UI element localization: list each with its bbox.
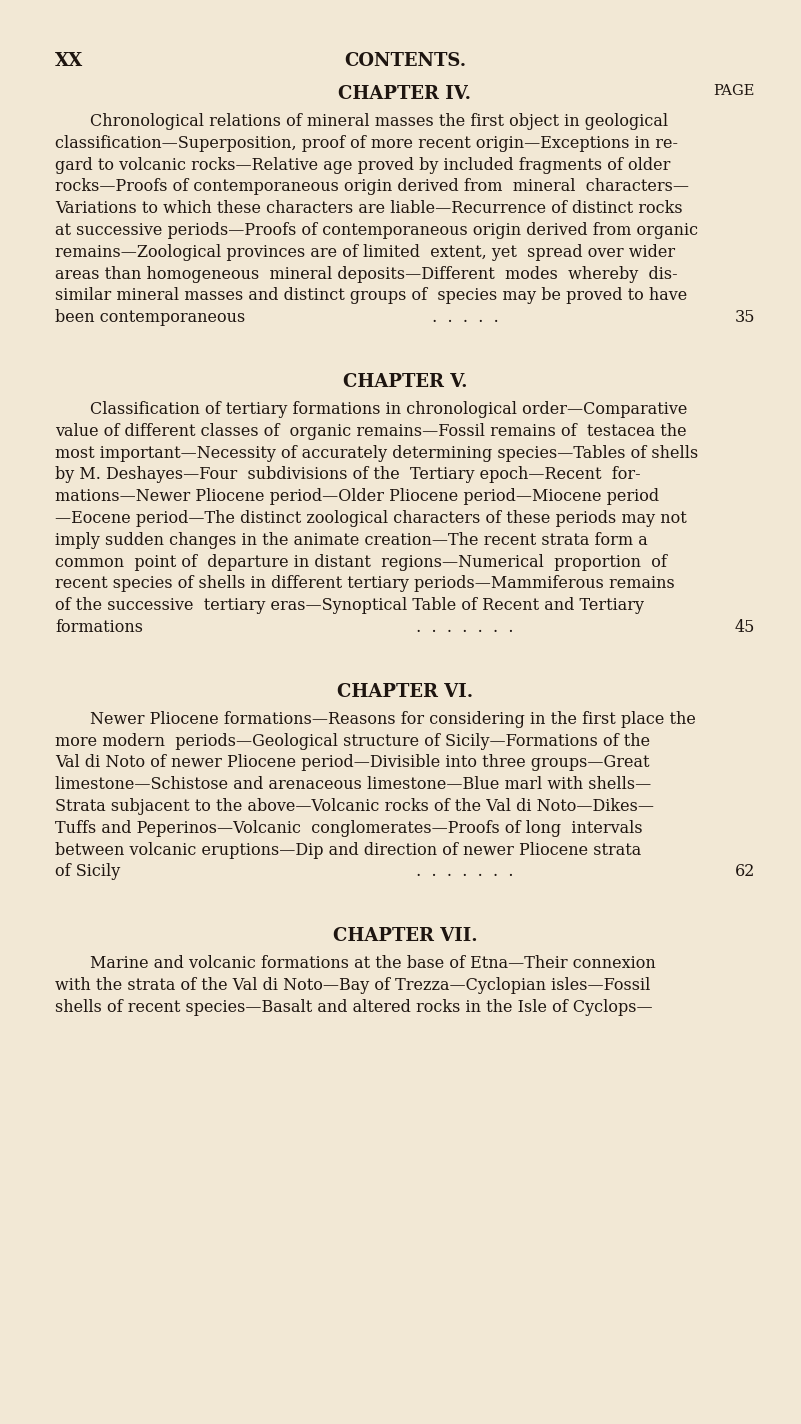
Text: shells of recent species—Basalt and altered rocks in the Isle of Cyclops—: shells of recent species—Basalt and alte… [55, 998, 653, 1015]
Text: formations: formations [55, 619, 143, 637]
Text: between volcanic eruptions—Dip and direction of newer Pliocene strata: between volcanic eruptions—Dip and direc… [55, 842, 642, 859]
Text: common  point of  departure in distant  regions—Numerical  proportion  of: common point of departure in distant reg… [55, 554, 667, 571]
Text: .  .  .  .  .  .  .: . . . . . . . [411, 863, 519, 880]
Text: Strata subjacent to the above—Volcanic rocks of the Val di Noto—Dikes—: Strata subjacent to the above—Volcanic r… [55, 797, 654, 815]
Text: gard to volcanic rocks—Relative age proved by included fragments of older: gard to volcanic rocks—Relative age prov… [55, 157, 670, 174]
Text: CHAPTER VI.: CHAPTER VI. [337, 682, 473, 701]
Text: imply sudden changes in the animate creation—The recent strata form a: imply sudden changes in the animate crea… [55, 531, 648, 548]
Text: rocks—Proofs of contemporaneous origin derived from  mineral  characters—: rocks—Proofs of contemporaneous origin d… [55, 178, 689, 195]
Text: Newer Pliocene formations—Reasons for considering in the first place the: Newer Pliocene formations—Reasons for co… [90, 711, 696, 728]
Text: at successive periods—Proofs of contemporaneous origin derived from organic: at successive periods—Proofs of contempo… [55, 222, 698, 239]
Text: areas than homogeneous  mineral deposits—Different  modes  whereby  dis-: areas than homogeneous mineral deposits—… [55, 266, 678, 282]
Text: classification—Superposition, proof of more recent origin—Exceptions in re-: classification—Superposition, proof of m… [55, 135, 678, 152]
Text: remains—Zoological provinces are of limited  extent, yet  spread over wider: remains—Zoological provinces are of limi… [55, 244, 675, 261]
Text: 62: 62 [735, 863, 755, 880]
Text: PAGE: PAGE [714, 84, 755, 98]
Text: .  .  .  .  .: . . . . . [427, 309, 504, 326]
Text: Classification of tertiary formations in chronological order—Comparative: Classification of tertiary formations in… [90, 402, 687, 419]
Text: CONTENTS.: CONTENTS. [344, 53, 466, 70]
Text: mations—Newer Pliocene period—Older Pliocene period—Miocene period: mations—Newer Pliocene period—Older Plio… [55, 488, 659, 506]
Text: similar mineral masses and distinct groups of  species may be proved to have: similar mineral masses and distinct grou… [55, 288, 687, 305]
Text: —Eocene period—The distinct zoological characters of these periods may not: —Eocene period—The distinct zoological c… [55, 510, 686, 527]
Text: most important—Necessity of accurately determining species—Tables of shells: most important—Necessity of accurately d… [55, 444, 698, 461]
Text: limestone—Schistose and arenaceous limestone—Blue marl with shells—: limestone—Schistose and arenaceous limes… [55, 776, 651, 793]
Text: of the successive  tertiary eras—Synoptical Table of Recent and Tertiary: of the successive tertiary eras—Synoptic… [55, 597, 644, 614]
Text: Chronological relations of mineral masses the first object in geological: Chronological relations of mineral masse… [90, 112, 668, 130]
Text: CHAPTER IV.: CHAPTER IV. [339, 85, 472, 103]
Text: by M. Deshayes—Four  subdivisions of the  Tertiary epoch—Recent  for-: by M. Deshayes—Four subdivisions of the … [55, 467, 641, 483]
Text: with the strata of the Val di Noto—Bay of Trezza—Cyclopian isles—Fossil: with the strata of the Val di Noto—Bay o… [55, 977, 650, 994]
Text: more modern  periods—Geological structure of Sicily—Formations of the: more modern periods—Geological structure… [55, 732, 650, 749]
Text: been contemporaneous: been contemporaneous [55, 309, 245, 326]
Text: recent species of shells in different tertiary periods—Mammiferous remains: recent species of shells in different te… [55, 575, 674, 592]
Text: .  .  .  .  .  .  .: . . . . . . . [411, 619, 519, 637]
Text: 35: 35 [735, 309, 755, 326]
Text: Val di Noto of newer Pliocene period—Divisible into three groups—Great: Val di Noto of newer Pliocene period—Div… [55, 755, 650, 772]
Text: Tuffs and Peperinos—Volcanic  conglomerates—Proofs of long  intervals: Tuffs and Peperinos—Volcanic conglomerat… [55, 820, 642, 837]
Text: Marine and volcanic formations at the base of Etna—Their connexion: Marine and volcanic formations at the ba… [90, 956, 656, 973]
Text: 45: 45 [735, 619, 755, 637]
Text: XX: XX [55, 53, 83, 70]
Text: Variations to which these characters are liable—Recurrence of distinct rocks: Variations to which these characters are… [55, 201, 682, 218]
Text: of Sicily: of Sicily [55, 863, 120, 880]
Text: value of different classes of  organic remains—Fossil remains of  testacea the: value of different classes of organic re… [55, 423, 686, 440]
Text: CHAPTER V.: CHAPTER V. [343, 373, 467, 392]
Text: CHAPTER VII.: CHAPTER VII. [332, 927, 477, 946]
